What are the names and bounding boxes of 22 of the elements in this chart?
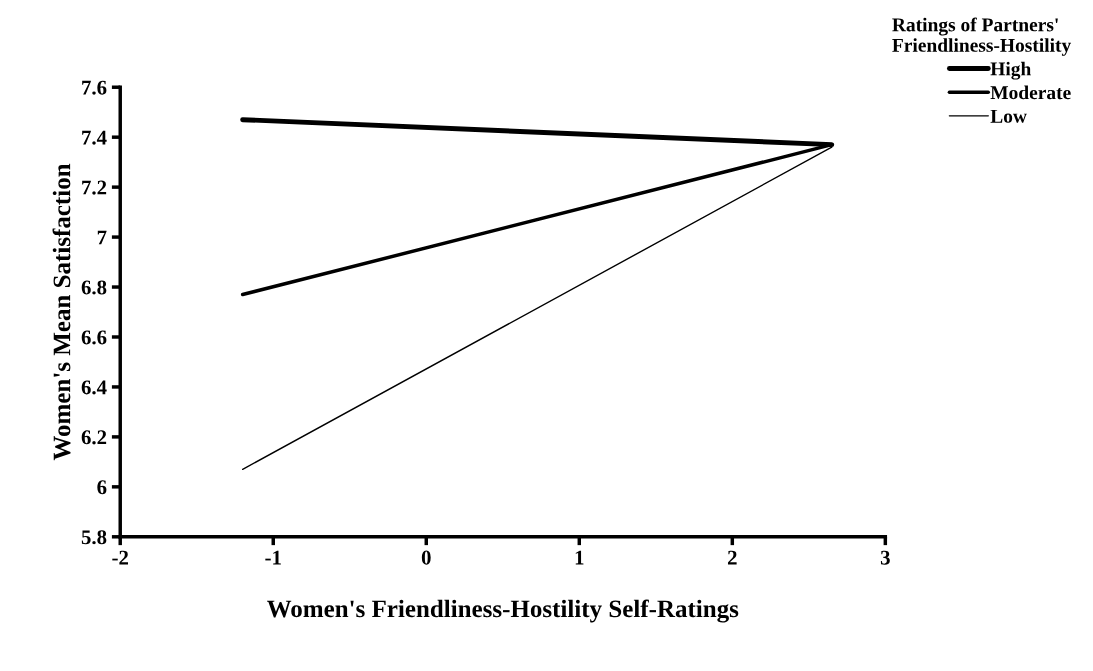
y-tick-label: 6.6 bbox=[81, 330, 107, 345]
legend-label: Low bbox=[990, 109, 1027, 123]
legend-title: Ratings of Partners' Friendliness-Hostility bbox=[892, 17, 1072, 56]
x-tick-label: 1 bbox=[575, 550, 584, 565]
y-axis-title: Women's Mean Satisfaction bbox=[52, 163, 71, 461]
x-axis-title: Women's Friendliness-Hostility Self-Ratings bbox=[267, 599, 739, 623]
y-tick-label: 6.2 bbox=[81, 430, 107, 445]
y-tick-label: 6 bbox=[97, 480, 107, 495]
x-tick-label: -1 bbox=[265, 550, 281, 565]
x-tick-label: 3 bbox=[880, 550, 890, 565]
y-tick-label: 7.6 bbox=[82, 80, 107, 95]
y-tick-label: 7 bbox=[97, 230, 107, 245]
x-tick-label: 0 bbox=[421, 550, 431, 565]
legend-label: High bbox=[990, 61, 1032, 80]
x-tick-label: 2 bbox=[727, 550, 737, 565]
y-tick-label: 6.8 bbox=[81, 280, 107, 295]
x-tick-label: -2 bbox=[112, 550, 129, 565]
legend-label: Moderate bbox=[990, 85, 1071, 100]
y-tick-label: 5.8 bbox=[81, 530, 107, 545]
y-tick-label: 6.4 bbox=[81, 380, 107, 395]
y-tick-label: 7.4 bbox=[82, 130, 107, 145]
y-tick-label: 7.2 bbox=[82, 180, 107, 195]
